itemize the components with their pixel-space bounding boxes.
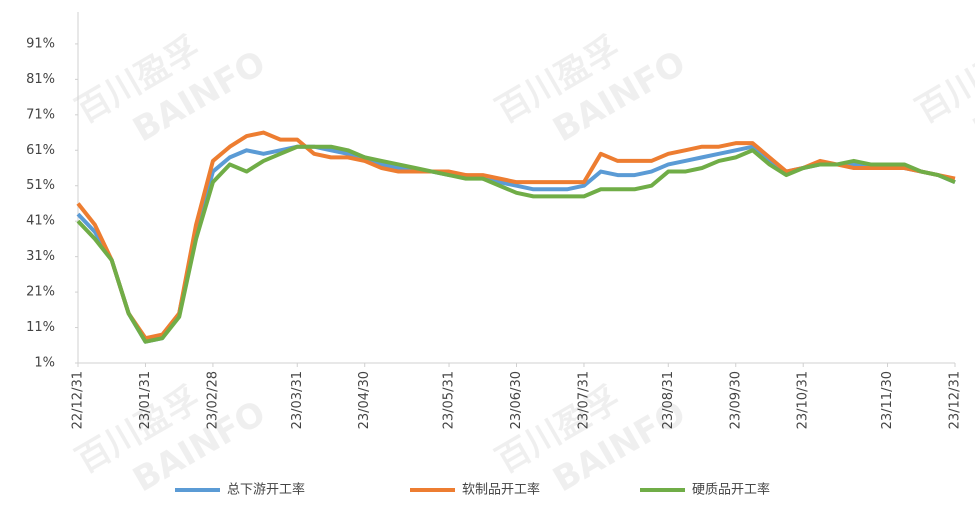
x-tick-label: 23/12/31 xyxy=(948,371,963,429)
y-tick-label: 1% xyxy=(34,356,55,371)
x-tick-label: 22/12/31 xyxy=(71,371,86,429)
x-tick-label: 23/11/30 xyxy=(880,371,895,429)
series-line xyxy=(76,144,956,344)
x-tick-label: 23/10/31 xyxy=(796,371,811,429)
y-tick-label: 41% xyxy=(26,214,55,229)
legend-label: 总下游开工率 xyxy=(227,482,305,498)
y-tick-label: 61% xyxy=(26,143,55,158)
y-tick-label: 31% xyxy=(26,249,55,264)
y-tick-label: 91% xyxy=(26,36,55,51)
watermark: 百川盈孚 xyxy=(909,29,975,132)
y-tick-label: 51% xyxy=(26,178,55,193)
x-tick-label: 23/09/30 xyxy=(728,371,743,429)
x-tick-label: 23/03/31 xyxy=(290,371,305,429)
x-tick-label: 23/05/31 xyxy=(442,371,457,429)
y-tick-label: 21% xyxy=(26,285,55,300)
x-tick-label: 23/06/30 xyxy=(509,371,524,429)
x-tick-label: 23/02/28 xyxy=(205,371,220,429)
legend-label: 硬质品开工率 xyxy=(692,482,770,498)
x-tick-label: 23/08/31 xyxy=(661,371,676,429)
x-tick-label: 23/04/30 xyxy=(357,371,372,429)
y-tick-label: 11% xyxy=(26,320,55,335)
legend-label: 软制品开工率 xyxy=(462,482,540,498)
y-tick-label: 71% xyxy=(26,107,55,122)
x-tick-label: 23/01/31 xyxy=(138,371,153,429)
y-tick-label: 81% xyxy=(26,72,55,87)
x-tick-label: 23/07/31 xyxy=(576,371,591,429)
